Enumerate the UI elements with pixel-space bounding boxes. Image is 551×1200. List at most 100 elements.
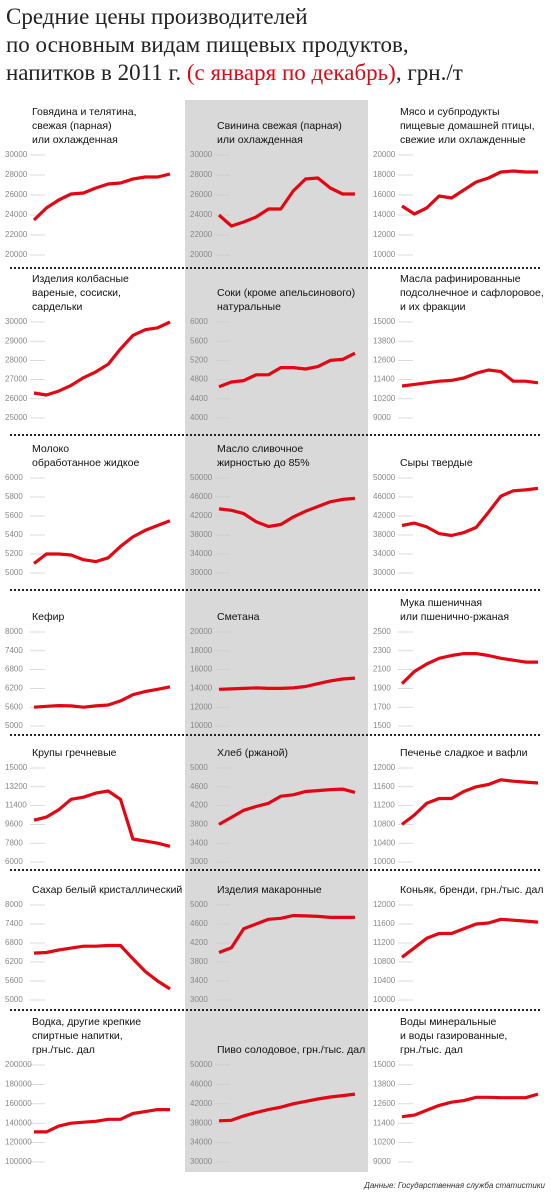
y-tick-label: 12000	[190, 702, 213, 711]
chart-title: подсолнечное и сафлоровое,	[400, 287, 544, 299]
price-line	[218, 676, 356, 691]
y-tick-label: 4800	[190, 375, 208, 384]
y-tick-label: 5800	[5, 492, 23, 501]
y-tick-label: 3800	[190, 820, 208, 829]
y-tick-label: 46000	[190, 492, 213, 501]
y-tick-label: 18000	[373, 170, 396, 179]
y-tick-label: 11600	[373, 782, 395, 791]
chart-title: пищевые домашней птицы,	[400, 120, 535, 132]
chart-title: и их фракции	[400, 301, 466, 313]
y-tick-label: 3400	[190, 838, 208, 847]
chart-title: Мясо и субпродукты	[400, 106, 500, 118]
y-tick-label: 6200	[5, 957, 23, 966]
y-tick-label: 10000	[373, 857, 396, 866]
y-tick-label: 5200	[190, 356, 208, 365]
title-unit: , грн./т	[396, 60, 463, 85]
source: Данные: Государственная служба статистик…	[363, 1181, 545, 1190]
chart-title: обработанное жидкое	[32, 457, 139, 469]
chart-title: Кефир	[32, 611, 64, 623]
title-line: напитков в 2011 г.	[6, 60, 181, 85]
price-line	[218, 787, 356, 826]
y-tick-label: 5000	[190, 763, 208, 772]
y-tick-label: 10000	[373, 995, 396, 1004]
price-line	[217, 176, 355, 228]
y-tick-label: 15000	[373, 1060, 396, 1069]
price-line	[34, 1107, 170, 1134]
y-tick-label: 14000	[373, 210, 396, 219]
y-tick-label: 10200	[373, 1138, 396, 1147]
y-tick-label: 20000	[190, 627, 213, 636]
y-tick-label: 26000	[5, 190, 28, 199]
y-tick-label: 20000	[373, 150, 396, 159]
y-tick-label: 12000	[373, 230, 396, 239]
y-tick-label: 10400	[373, 838, 396, 847]
chart-title: Масла рафинированные	[400, 273, 521, 285]
y-tick-label: 9000	[373, 413, 391, 422]
y-tick-label: 34000	[373, 549, 396, 558]
y-tick-label: 11400	[373, 1118, 395, 1127]
chart-title: Масло сливочное	[217, 443, 303, 455]
y-tick-label: 13800	[373, 1080, 396, 1089]
chart-title: Молоко	[32, 443, 69, 455]
price-line	[401, 1092, 539, 1119]
price-line	[33, 789, 171, 848]
y-tick-label: 38000	[373, 530, 396, 539]
y-tick-label: 11200	[373, 938, 395, 947]
price-line	[401, 778, 539, 826]
y-tick-label: 120000	[5, 1138, 32, 1147]
y-tick-label: 10800	[373, 957, 396, 966]
price-line	[400, 651, 538, 685]
y-tick-label: 20000	[190, 250, 213, 259]
y-tick-label: 34000	[190, 1138, 213, 1147]
price-line	[33, 685, 171, 709]
y-tick-label: 16000	[190, 665, 213, 674]
y-tick-label: 12600	[373, 1099, 396, 1108]
y-tick-label: 12000	[373, 900, 396, 909]
y-tick-label: 26000	[5, 394, 28, 403]
y-tick-label: 6800	[5, 938, 23, 947]
y-tick-label: 15000	[5, 763, 28, 772]
y-tick-label: 13200	[5, 782, 28, 791]
y-tick-label: 4600	[190, 782, 208, 791]
y-tick-label: 30000	[5, 150, 28, 159]
y-tick-label: 6800	[5, 665, 23, 674]
y-tick-label: 7400	[5, 919, 23, 928]
chart-title: Коньяк, бренди, грн./тыс. дал	[400, 884, 544, 896]
y-tick-label: 5000	[5, 721, 23, 730]
y-tick-label: 16000	[373, 190, 396, 199]
y-tick-label: 8000	[5, 900, 23, 909]
y-tick-label: 4400	[190, 394, 208, 403]
y-tick-label: 50000	[190, 473, 213, 482]
y-tick-label: 1900	[373, 684, 391, 693]
y-tick-label: 5000	[5, 995, 23, 1004]
y-tick-label: 7800	[5, 838, 23, 847]
y-tick-label: 50000	[373, 473, 396, 482]
y-tick-label: 13800	[373, 336, 396, 345]
y-tick-label: 10800	[373, 820, 396, 829]
y-tick-label: 6000	[190, 317, 208, 326]
chart-title: Хлеб (ржаной)	[217, 747, 288, 759]
price-line	[32, 172, 171, 222]
price-line	[401, 169, 538, 216]
y-tick-label: 10000	[373, 250, 396, 259]
y-tick-label: 24000	[5, 210, 28, 219]
y-tick-label: 10000	[190, 721, 213, 730]
y-tick-label: 9000	[373, 1157, 391, 1166]
y-tick-label: 3400	[190, 976, 208, 985]
chart-title: Свинина свежая (парная)	[217, 120, 342, 132]
price-line	[218, 496, 356, 529]
y-tick-label: 6000	[5, 473, 23, 482]
middle-column-band	[185, 100, 368, 1172]
y-tick-label: 11400	[373, 375, 395, 384]
y-tick-label: 42000	[190, 511, 213, 520]
chart-title: вареные, сосиски,	[32, 287, 121, 299]
y-tick-label: 6000	[5, 857, 23, 866]
y-tick-label: 28000	[5, 356, 28, 365]
price-line	[33, 320, 171, 397]
y-tick-label: 7400	[5, 646, 23, 655]
y-tick-label: 5600	[5, 511, 23, 520]
chart-title: грн./тыс. дал	[400, 1044, 463, 1056]
chart-title: натуральные	[217, 301, 281, 313]
y-tick-label: 160000	[5, 1099, 32, 1108]
